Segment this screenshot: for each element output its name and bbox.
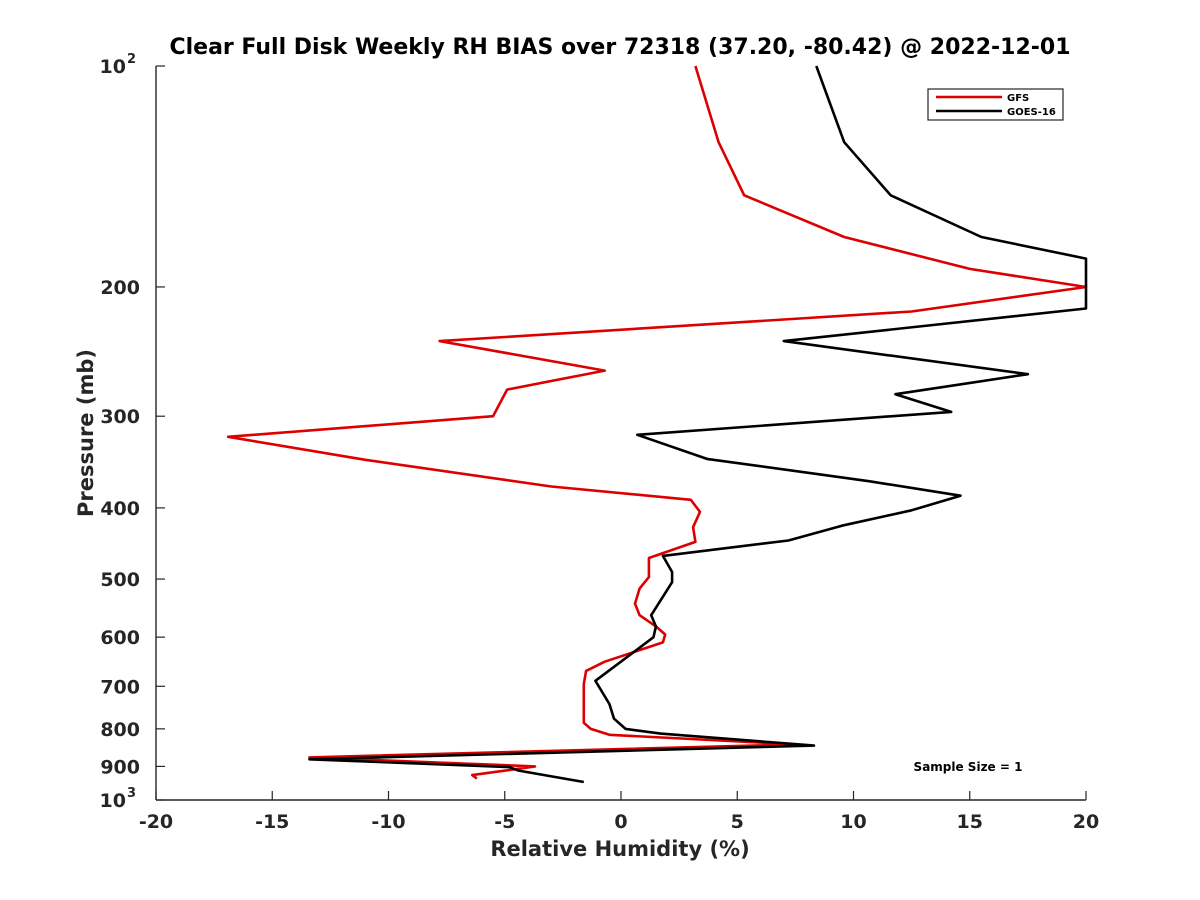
y-tick-exponent: 3	[127, 786, 136, 801]
legend-box	[927, 88, 1064, 121]
y-tick-label: 300	[100, 406, 140, 428]
series-line-gfs	[226, 65, 1088, 780]
x-tick-label: 15	[957, 811, 983, 833]
chart-title: Clear Full Disk Weekly RH BIAS over 7231…	[169, 35, 1070, 60]
x-tick-label: 10	[840, 811, 866, 833]
x-tick-label: -15	[255, 811, 289, 833]
y-tick-label: 200	[100, 277, 140, 299]
y-tick-label: 10	[100, 790, 126, 812]
series-layer	[226, 65, 1088, 784]
y-tick-label: 800	[100, 719, 140, 741]
legend: GFS GOES-16	[927, 88, 1064, 121]
axes	[155, 66, 1086, 801]
y-tick-label: 600	[100, 627, 140, 649]
legend-label-gfs: GFS	[1007, 93, 1029, 104]
sample-size-annotation: Sample Size = 1	[914, 760, 1023, 774]
y-tick-label: 700	[100, 676, 140, 698]
x-axis-label: Relative Humidity (%)	[490, 837, 749, 861]
x-tick-label: -10	[371, 811, 405, 833]
y-axis-label: Pressure (mb)	[74, 349, 98, 517]
x-tick-label: -5	[494, 811, 515, 833]
series-line-goes-16	[308, 65, 1088, 784]
x-tick-label: -20	[139, 811, 173, 833]
x-tick-label: 20	[1073, 811, 1099, 833]
x-tick-label: 0	[614, 811, 627, 833]
legend-label-goes-16: GOES-16	[1007, 107, 1056, 118]
x-tick-label: 5	[731, 811, 744, 833]
y-tick-label: 400	[100, 498, 140, 520]
y-tick-label: 10	[100, 56, 126, 78]
y-tick-label: 900	[100, 756, 140, 778]
y-tick-label: 500	[100, 569, 140, 591]
y-tick-exponent: 2	[127, 52, 136, 67]
